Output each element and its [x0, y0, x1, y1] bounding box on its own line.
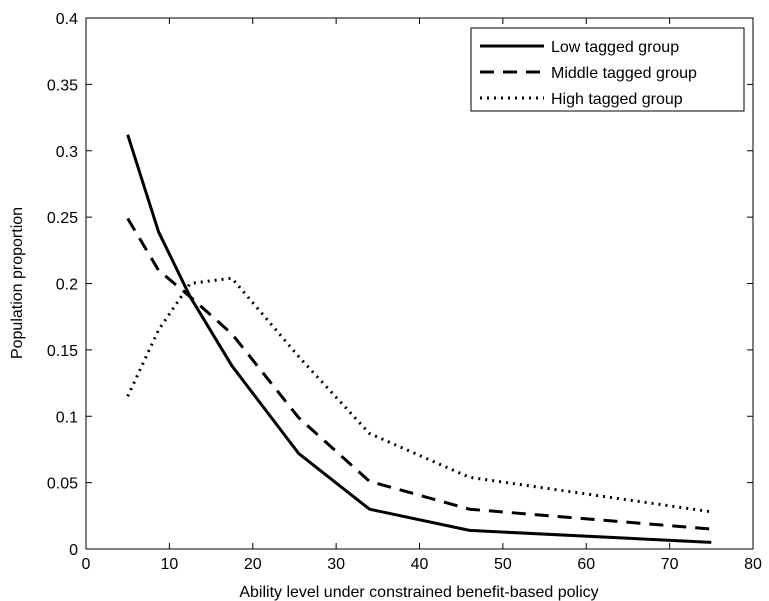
- y-tick-label: 0.1: [56, 409, 78, 426]
- plot-area-frame: [85, 17, 754, 550]
- legend-label-high: High tagged group: [551, 91, 683, 108]
- x-tick-label: 70: [661, 556, 679, 573]
- x-tick-label: 60: [577, 556, 595, 573]
- x-tick-label: 10: [160, 556, 178, 573]
- x-tick-label: 50: [494, 556, 512, 573]
- y-tick-label: 0.15: [47, 343, 78, 360]
- y-tick-label: 0: [69, 542, 78, 559]
- legend-label-low: Low tagged group: [551, 39, 679, 56]
- y-tick-label: 0.2: [56, 277, 78, 294]
- y-tick-label: 0.05: [47, 476, 78, 493]
- legend: Low tagged group Middle tagged group Hig…: [470, 27, 745, 112]
- x-tick-label: 0: [82, 556, 91, 573]
- y-tick-label: 0.25: [47, 210, 78, 227]
- series-line-middle: [126, 217, 712, 531]
- y-axis-title: Population proportion: [9, 207, 26, 359]
- series-line-low: [126, 134, 712, 544]
- series-line-high: [126, 276, 712, 514]
- y-tick-label: 0.3: [56, 144, 78, 161]
- x-tick-label: 80: [744, 556, 762, 573]
- x-axis-title: Ability level under constrained benefit-…: [239, 584, 598, 601]
- x-tick-label: 20: [244, 556, 262, 573]
- axes-layer: 0 10 20 30 40 50 60 70 80 0 0.05 0.1 0.15 0.2 0.25 0.3 0…: [47, 11, 762, 573]
- series-layer: [126, 134, 712, 544]
- y-tick-label: 0.4: [56, 11, 78, 28]
- legend-label-middle: Middle tagged group: [551, 65, 697, 82]
- x-tick-label: 40: [411, 556, 429, 573]
- y-tick-label: 0.35: [47, 77, 78, 94]
- x-tick-label: 30: [327, 556, 345, 573]
